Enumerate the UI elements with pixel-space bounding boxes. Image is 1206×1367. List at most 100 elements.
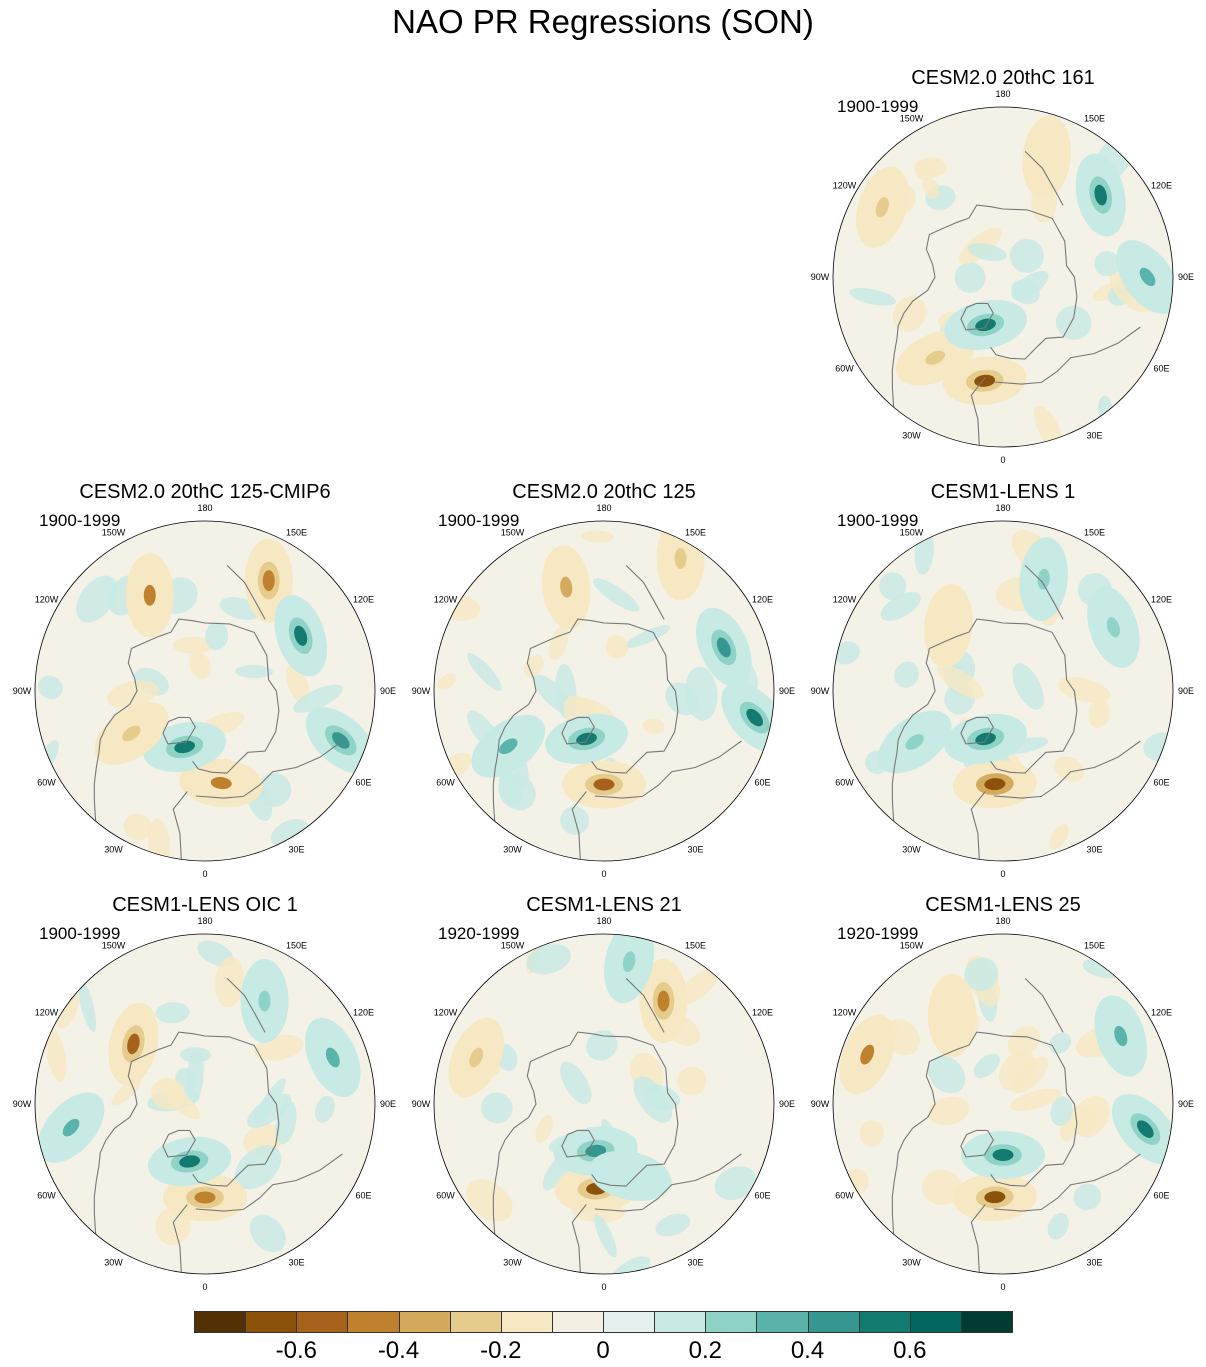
anomaly-blob [210,777,232,790]
coastline [960,1129,994,1158]
anomaly-blob [332,732,350,749]
noise-patch [1009,1088,1062,1111]
lon-label: 120E [1151,595,1172,605]
coastline [1024,978,1064,1033]
noise-patch [921,1169,963,1205]
lon-label: 0 [202,1282,207,1292]
colorbar-box [296,1311,349,1333]
noise-patch [919,157,947,177]
panel-cesm2-125-cmip6: 180 150E 120E 90E 60E 30E 0 30W 60W 90W 120W 150W C… [10,479,400,899]
coastline [226,565,266,620]
lon-label: 60W [37,778,56,788]
polar-map: 180 150E 120E 90E 60E 30E 0 30W 60W 90W 120W 150W [412,916,795,1292]
lon-label: 30E [1086,431,1102,441]
colorbar-box [756,1311,809,1333]
lon-label: 90E [380,1099,396,1109]
noise-patch [1050,1096,1073,1127]
coastline [526,618,679,774]
polar-map: 180 150E 120E 90E 60E 30E 0 30W 60W 90W 120W 150W [412,503,795,879]
lon-label: 120W [833,595,857,605]
coastline [925,204,1078,360]
lon-label: 90E [779,686,795,696]
anomaly-blob [122,725,141,742]
coastline [891,1116,929,1235]
anomaly-blob [127,1033,140,1055]
noise-patch [1073,1183,1102,1211]
lon-label: 90W [811,272,830,282]
anomaly-blob [1040,146,1053,168]
lon-label: 60W [436,1191,455,1201]
lon-label: 30E [687,845,703,855]
noise-patch [625,625,671,648]
noise-patch [833,641,860,665]
coastline [891,703,929,822]
lon-label: 60W [835,778,854,788]
noise-patch [204,622,229,651]
panel-title: CESM1-LENS OIC 1 [112,894,298,916]
noise-patch [38,675,63,700]
colorbar-label: 0 [596,1337,610,1364]
noise-patch [498,769,523,807]
lon-label: 120W [434,595,458,605]
colorbar-box [807,1311,860,1333]
lon-label: 150E [685,941,706,951]
noise-patch [466,1179,513,1222]
colorbar-label: -0.4 [377,1337,420,1364]
coastline [492,703,530,822]
coastline [970,377,986,446]
coastline [993,740,1141,799]
anomaly-blob [657,990,670,1012]
panel-cesm1-lens-1: 180 150E 120E 90E 60E 30E 0 30W 60W 90W 120W 150W C… [808,479,1198,899]
lon-label: 150E [1084,114,1105,124]
noise-patch [1049,824,1069,850]
panel-years: 1920-1999 [438,924,520,943]
coastline [93,1116,131,1235]
lon-label: 30E [687,1258,703,1268]
lon-label: 60E [355,1191,371,1201]
lon-label: 30W [104,1258,123,1268]
noise-patch [314,1095,335,1123]
lon-label: 120E [353,595,374,605]
anomaly-blob [946,1005,958,1027]
coastline [571,791,587,860]
lon-label: 0 [601,869,606,879]
lon-label: 90W [811,686,830,696]
anomaly-blob [179,1155,201,1168]
anomaly-blob [62,1118,80,1137]
coastline [162,1129,196,1158]
noise-patch [641,1084,680,1111]
anomaly-blob [143,584,156,606]
lon-label: 150W [900,114,924,124]
polar-map: 180 150E 120E 90E 60E 30E 0 30W 60W 90W 120W 150W [811,916,1194,1292]
noise-patch [586,1030,618,1061]
noise-patch [293,684,343,713]
lon-label: 0 [1000,869,1005,879]
map-outline [832,106,1174,448]
noise-patch [1011,270,1049,301]
lon-label: 120W [833,181,857,191]
lon-label: 120W [434,1008,458,1018]
coastline [492,1116,530,1235]
lon-label: 60E [1153,364,1169,374]
anomaly-blob [1037,568,1050,590]
coastline [1024,151,1064,206]
anomaly-blob [875,197,889,218]
panel-years: 1900-1999 [39,924,121,943]
noise-patch [967,242,1007,262]
lon-label: 60W [37,1191,56,1201]
map-outline [34,933,376,1275]
lon-label: 30W [503,1258,522,1268]
coastline [594,740,742,799]
anomaly-blob [262,570,275,592]
anomaly-blob [905,734,924,750]
lon-label: 60E [1153,778,1169,788]
coastline [561,716,595,745]
coastline [172,1204,188,1273]
lon-label: 180 [995,89,1010,99]
lon-label: 120E [1151,181,1172,191]
noise-patch [1047,1212,1069,1240]
colorbar-label: 0.4 [790,1337,825,1364]
anomaly-blob [992,1149,1014,1161]
coastline [891,289,929,408]
anomaly-blob [325,1047,340,1068]
